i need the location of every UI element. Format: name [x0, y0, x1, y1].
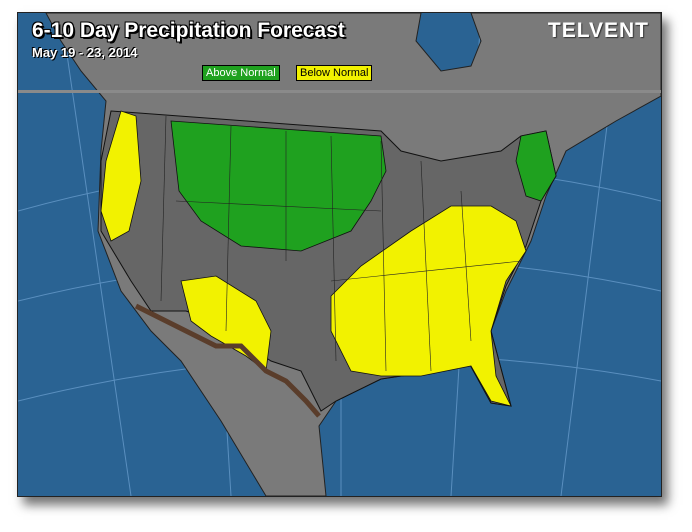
map [18, 13, 661, 496]
legend-above-normal: Above Normal [202, 65, 280, 81]
telvent-logo: TELVENT [547, 19, 649, 42]
above-normal-new-england [515, 130, 557, 202]
date-range: May 19 - 23, 2014 [32, 45, 138, 60]
forecast-map-frame: 6-10 Day Precipitation Forecast May 19 -… [17, 12, 662, 497]
map-title: 6-10 Day Precipitation Forecast [32, 19, 345, 42]
state-lines [160, 115, 522, 372]
below-normal-southeast [330, 205, 527, 407]
legend-below-normal: Below Normal [296, 65, 373, 81]
above-normal-northern-plains [170, 120, 387, 252]
header-divider [18, 90, 661, 93]
below-normal-west-coast [100, 110, 142, 242]
mexico-border-strip [134, 303, 321, 418]
